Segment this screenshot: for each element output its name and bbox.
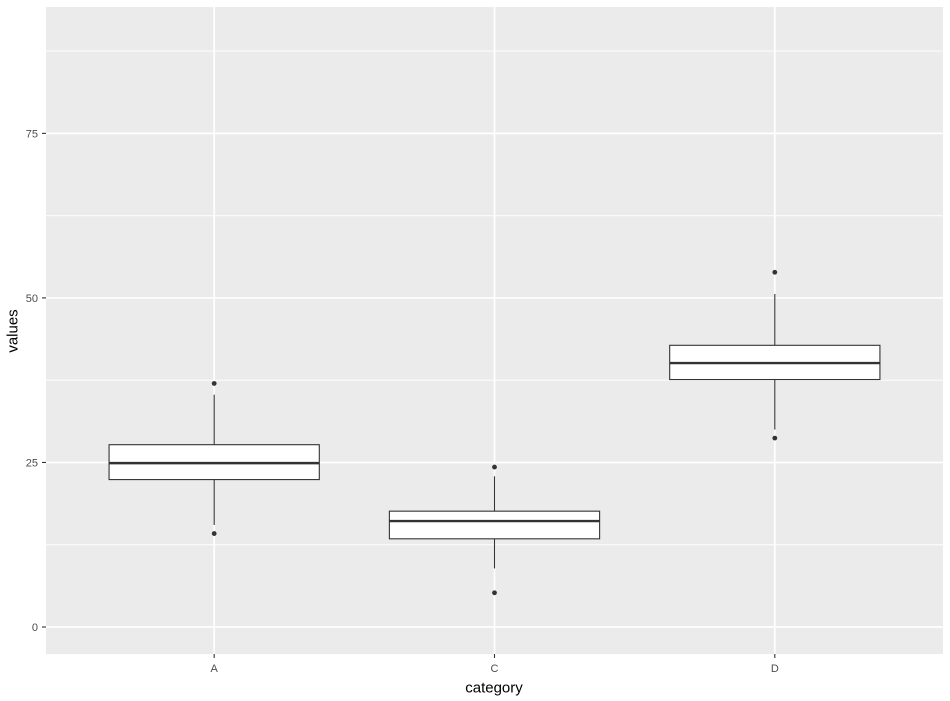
y-tick-label: 0: [32, 622, 38, 634]
outlier-point: [211, 381, 217, 386]
y-tick-label: 50: [26, 293, 38, 305]
x-tick-label: C: [491, 663, 499, 675]
outlier-point: [211, 531, 217, 536]
outlier-point: [772, 269, 778, 275]
x-axis-title: category: [465, 679, 523, 697]
x-tick-label: D: [771, 663, 779, 675]
y-tick-label: 25: [26, 457, 38, 469]
outlier-point: [772, 435, 778, 441]
outlier-point: [492, 464, 497, 470]
outlier-point: [492, 590, 497, 596]
y-tick-label: 75: [26, 128, 38, 140]
y-axis-title: values: [4, 309, 22, 353]
x-tick-label: A: [211, 663, 219, 675]
box-iqr: [388, 510, 601, 540]
